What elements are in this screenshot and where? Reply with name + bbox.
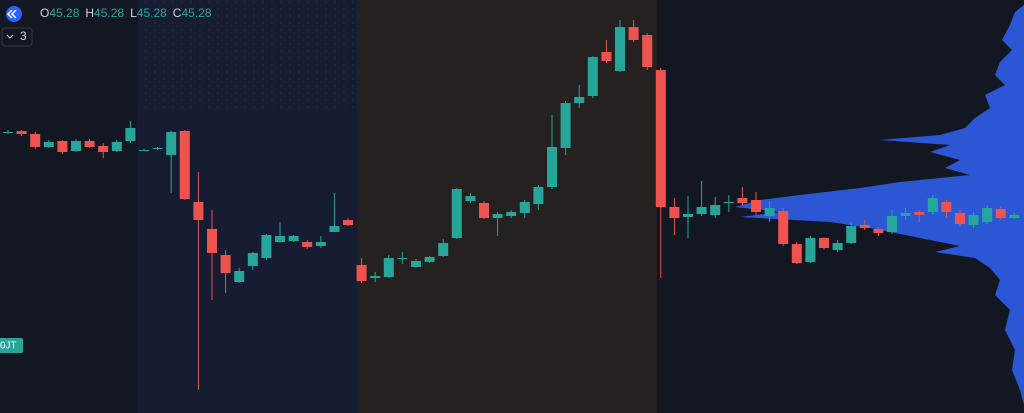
candle-body xyxy=(628,27,639,40)
candle-body xyxy=(519,202,530,213)
candle-body xyxy=(927,198,938,212)
candle-body xyxy=(859,225,870,228)
candle-body xyxy=(343,220,353,225)
candle-body xyxy=(275,236,285,242)
candle-body xyxy=(492,214,503,218)
session-bg xyxy=(357,0,657,413)
candle-body xyxy=(288,236,299,241)
candle-body xyxy=(3,132,13,133)
candle-body xyxy=(642,35,653,67)
volume-profile xyxy=(735,5,1024,405)
candle-body xyxy=(601,52,612,61)
candle-body xyxy=(98,146,109,152)
candle-body xyxy=(846,226,857,243)
candle-body xyxy=(723,202,734,203)
candle-body xyxy=(16,131,27,134)
candle-body xyxy=(370,276,381,278)
candle-body xyxy=(655,70,666,207)
candle-body xyxy=(383,258,394,277)
legend-value: 45.28 xyxy=(181,6,211,20)
candle-body xyxy=(315,242,326,246)
candle-body xyxy=(411,261,421,267)
candle-body xyxy=(941,202,952,212)
candle-body xyxy=(220,255,231,273)
legend-key: C xyxy=(173,6,182,20)
candle-body xyxy=(900,213,911,216)
candle-body xyxy=(587,57,598,96)
indicator-count: 3 xyxy=(20,29,27,43)
back-icon xyxy=(6,9,17,19)
candle-body xyxy=(737,198,748,203)
candle-body xyxy=(125,128,136,141)
candle-body xyxy=(873,229,884,233)
candle-body xyxy=(533,187,544,204)
back-button[interactable] xyxy=(6,6,22,22)
candle-body xyxy=(247,253,258,266)
candle-body xyxy=(43,142,54,147)
candle-body xyxy=(207,229,217,253)
candle-body xyxy=(982,208,993,222)
candle-body xyxy=(166,132,177,155)
candle-body xyxy=(710,205,721,215)
candle-body xyxy=(683,214,693,217)
candle-body xyxy=(615,27,625,71)
candle-body xyxy=(57,141,68,152)
candle-body xyxy=(261,235,272,258)
candle-body xyxy=(547,147,557,187)
candle-body xyxy=(764,208,775,216)
candle-body xyxy=(791,244,802,263)
candle-body xyxy=(438,243,449,256)
candle-body xyxy=(152,148,163,149)
candle-body xyxy=(179,131,190,199)
indicator-toggle[interactable] xyxy=(1,27,33,47)
candle-body xyxy=(995,209,1006,218)
candle-body xyxy=(30,134,41,147)
candle-body xyxy=(560,103,571,148)
legend-key: H xyxy=(85,6,94,20)
candle-body xyxy=(329,226,340,232)
candle-body xyxy=(506,212,517,216)
legend-value: 45.28 xyxy=(49,6,79,20)
candle-body xyxy=(356,265,367,281)
candle-body xyxy=(819,238,829,248)
candle-body xyxy=(805,238,816,262)
candle-body xyxy=(887,216,897,232)
price-tag xyxy=(0,338,23,353)
chevron xyxy=(6,34,14,39)
legend-key: L xyxy=(130,6,137,20)
candle-body xyxy=(696,207,707,214)
candle-body xyxy=(574,97,585,103)
candle-body xyxy=(751,200,761,212)
candle-body xyxy=(71,141,81,151)
candle-body xyxy=(778,211,789,244)
candle-body xyxy=(914,212,925,215)
candle-body xyxy=(397,258,408,259)
candle-body xyxy=(139,150,149,151)
legend-key: O xyxy=(40,6,49,20)
legend-value: 45.28 xyxy=(137,6,167,20)
candle-body xyxy=(955,213,965,224)
candle-body xyxy=(302,242,313,247)
candles xyxy=(3,20,1020,390)
candle-body xyxy=(84,141,95,147)
session-texture xyxy=(138,0,357,110)
legend-value: 45.28 xyxy=(94,6,124,20)
candle-body xyxy=(111,142,122,151)
candle-body xyxy=(451,189,462,238)
candle-body xyxy=(669,207,680,218)
candle-body xyxy=(193,202,204,220)
candle-body xyxy=(832,243,843,250)
ohlc-legend: O45.28 H45.28 L45.28 C45.28 xyxy=(40,6,212,20)
candle-body xyxy=(234,271,245,282)
candle-body xyxy=(968,215,979,225)
price-tag-label: 0JT xyxy=(0,341,17,352)
candle-body xyxy=(424,257,435,262)
candle-body xyxy=(465,196,476,201)
candle-body xyxy=(479,203,489,218)
candle-body xyxy=(1009,215,1020,218)
